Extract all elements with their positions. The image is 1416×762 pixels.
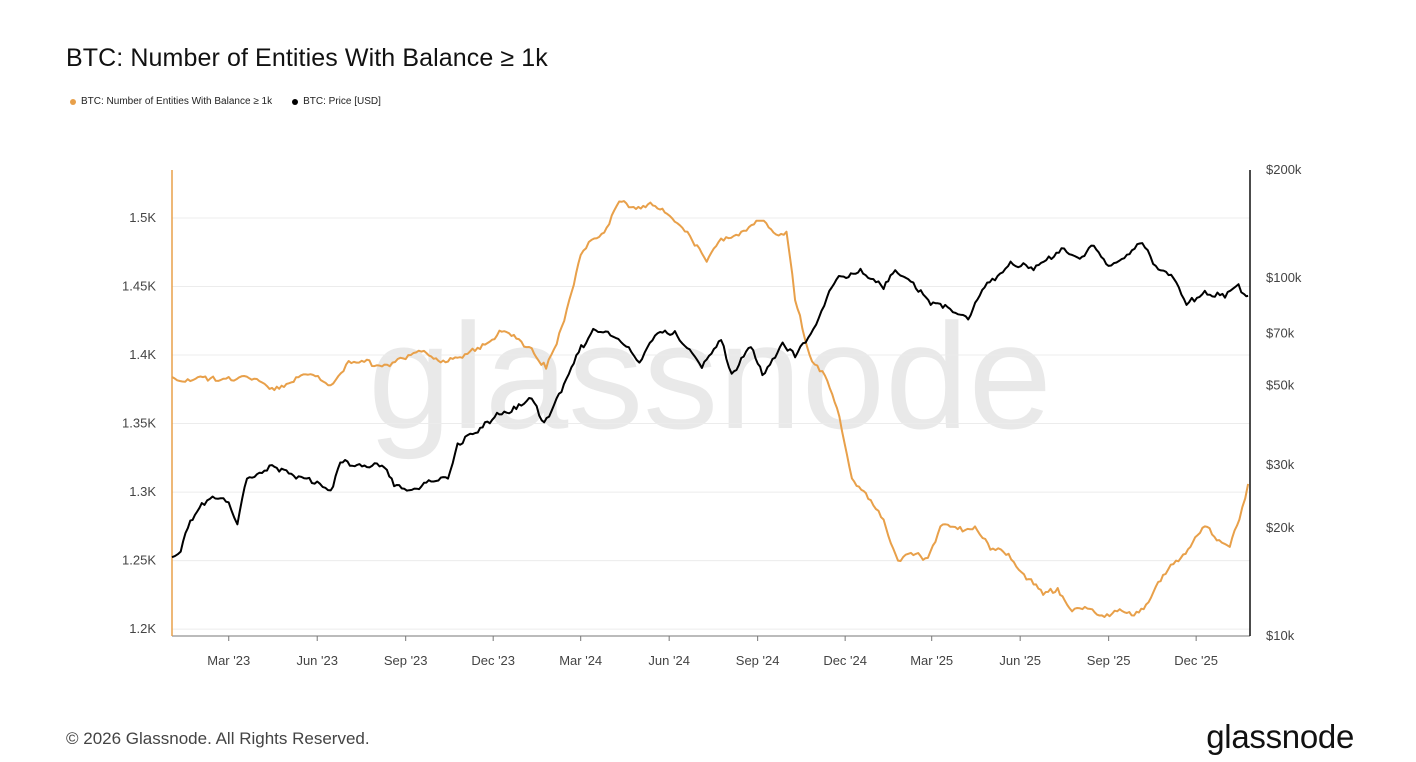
left-tick-label: 1.25K <box>122 553 156 568</box>
x-tick-label: Mar '24 <box>559 653 602 668</box>
legend-dot-price <box>292 98 299 105</box>
copyright-text: © 2026 Glassnode. All Rights Reserved. <box>66 729 370 748</box>
left-tick-label: 1.45K <box>122 279 156 294</box>
right-tick-label: $200k <box>1266 162 1302 177</box>
x-tick-label: Jun '23 <box>296 653 338 668</box>
right-tick-label: $70k <box>1266 325 1295 340</box>
left-tick-label: 1.5K <box>129 210 156 225</box>
right-tick-label: $20k <box>1266 520 1295 535</box>
x-tick-label: Jun '25 <box>999 653 1041 668</box>
x-tick-label: Dec '23 <box>471 653 515 668</box>
grid-layer <box>172 217 1250 630</box>
x-tick-label: Dec '24 <box>823 653 867 668</box>
right-tick-label: $10k <box>1266 628 1295 643</box>
left-tick-label: 1.35K <box>122 416 156 431</box>
left-tick-label: 1.4K <box>129 347 156 362</box>
chart-plot[interactable]: glassnode 1.2K 1.25K 1.3K 1.35K 1.4K 1.45K 1.5… <box>0 0 1416 700</box>
x-tick-label: Sep '24 <box>736 653 780 668</box>
series-line-entities[interactable] <box>171 200 1250 618</box>
legend-item-entities[interactable]: BTC: Number of Entities With Balance ≥ 1… <box>70 96 272 107</box>
series-line-price[interactable] <box>171 242 1249 559</box>
legend-item-price[interactable]: BTC: Price [USD] <box>292 96 381 107</box>
legend-label-entities: BTC: Number of Entities With Balance ≥ 1… <box>81 96 273 107</box>
x-tick-label: Sep '25 <box>1087 653 1131 668</box>
watermark-text: glassnode <box>368 292 1052 460</box>
series-layer <box>171 200 1250 618</box>
glassnode-logo: glassnode <box>1206 718 1354 755</box>
right-tick-label: $100k <box>1266 270 1302 285</box>
chart-title: BTC: Number of Entities With Balance ≥ 1… <box>66 44 548 72</box>
left-tick-label: 1.3K <box>129 484 156 499</box>
left-tick-label: 1.2K <box>129 621 156 636</box>
legend-label-price: BTC: Price [USD] <box>303 96 381 107</box>
legend-dot-entities <box>70 98 76 105</box>
x-tick-label: Jun '24 <box>648 653 690 668</box>
x-tick-label: Mar '25 <box>910 653 953 668</box>
axis-layer: 1.2K 1.25K 1.3K 1.35K 1.4K 1.45K 1.5K $10k $20k $… <box>122 162 1302 668</box>
right-tick-label: $30k <box>1266 457 1295 472</box>
x-tick-label: Sep '23 <box>384 653 428 668</box>
right-tick-label: $50k <box>1266 378 1295 393</box>
x-tick-label: Dec '25 <box>1174 653 1218 668</box>
chart-legend: BTC: Number of Entities With Balance ≥ 1… <box>70 96 381 107</box>
x-tick-label: Mar '23 <box>207 653 250 668</box>
